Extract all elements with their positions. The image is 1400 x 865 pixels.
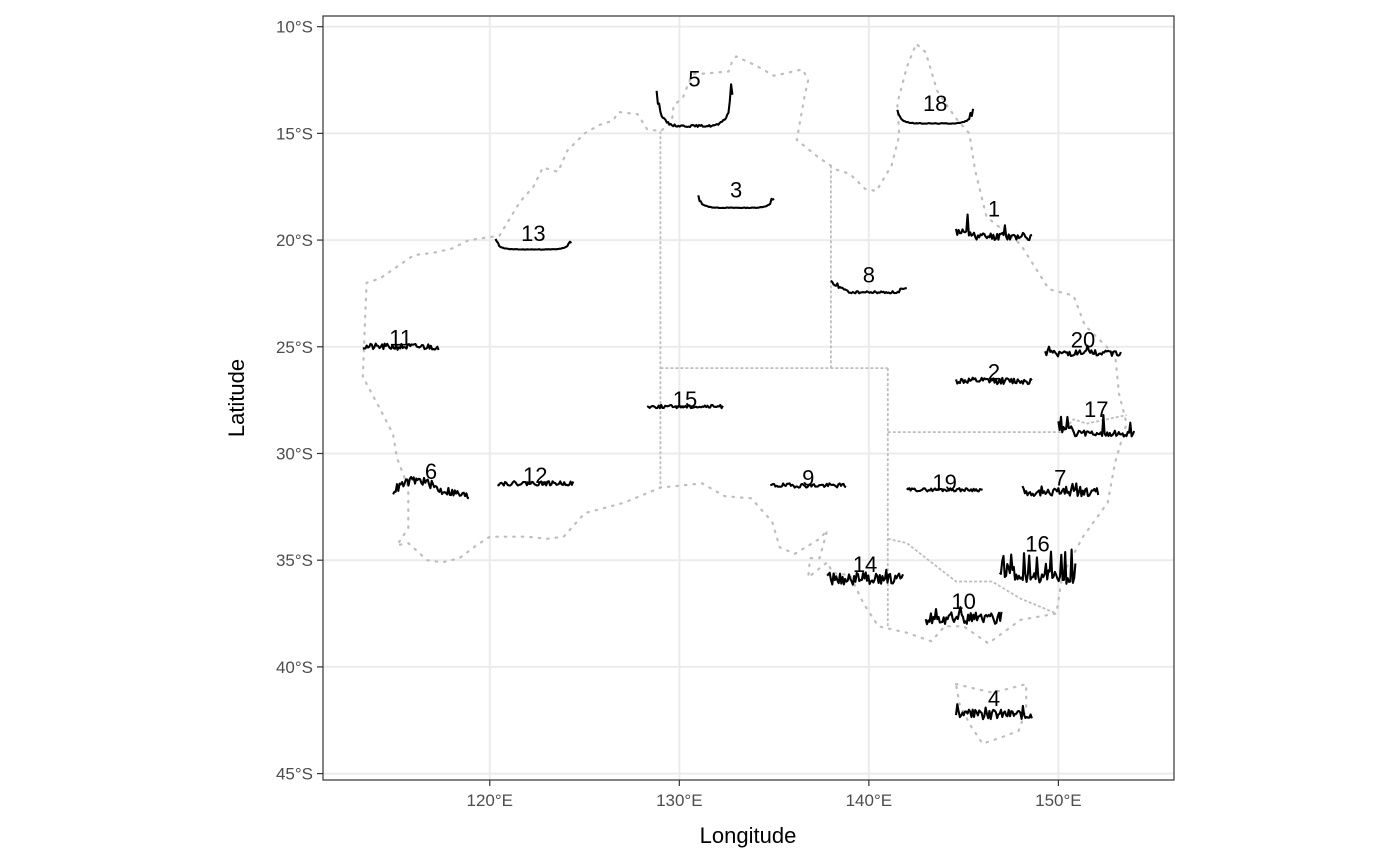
glyph-3 (697, 195, 775, 210)
glyph-label-10: 10 (951, 589, 975, 614)
tasmania-outline (954, 682, 1028, 746)
glyph-label-7: 7 (1054, 465, 1066, 490)
glyph-14 (826, 568, 904, 586)
glyph-7 (1021, 482, 1100, 498)
grid-lines (323, 16, 1174, 780)
glyph-label-9: 9 (802, 465, 814, 490)
mainland-outline (361, 41, 1128, 645)
glyph-label-17: 17 (1084, 397, 1108, 422)
x-axis: 120°E 130°E 140°E 150°E (467, 780, 1082, 810)
glyph-11 (362, 342, 440, 351)
glyph-label-3: 3 (730, 177, 742, 202)
glyph-label-12: 12 (523, 463, 547, 488)
glyph-9 (770, 482, 847, 489)
glyph-label-11: 11 (389, 326, 412, 351)
glyph-label-1: 1 (988, 196, 1000, 221)
glyph-label-14: 14 (853, 552, 877, 577)
glyph-6 (392, 475, 470, 500)
glyph-label-16: 16 (1025, 532, 1049, 557)
plot-background (323, 16, 1174, 780)
glyph-label-18: 18 (923, 91, 947, 116)
glyph-label-6: 6 (425, 459, 437, 484)
glyph-5 (655, 83, 734, 129)
y-tick-label: 45°S (276, 765, 313, 784)
glyph-2 (954, 376, 1033, 386)
glyph-10 (924, 606, 1003, 626)
glyph-label-15: 15 (673, 387, 697, 412)
glyph-8 (830, 279, 907, 295)
state-border (887, 414, 1127, 433)
glyph-label-13: 13 (521, 221, 545, 246)
glyph-12 (497, 480, 575, 487)
x-tick-label: 120°E (467, 791, 514, 810)
y-tick-label: 40°S (276, 658, 313, 677)
glyph-18 (896, 108, 975, 125)
glyph-label-20: 20 (1071, 328, 1095, 353)
glyph-19 (906, 487, 983, 493)
glyph-13 (494, 238, 573, 251)
glyph-20 (1044, 344, 1122, 358)
y-tick-label: 20°S (276, 231, 313, 250)
y-axis-title: Latitude (224, 359, 249, 437)
glyph-label-2: 2 (988, 360, 1000, 385)
plot-border (322, 15, 1175, 781)
glyph-1 (954, 213, 1033, 242)
glyph-label-19: 19 (932, 470, 956, 495)
y-axis: 10°S 15°S 20°S 25°S 30°S 35°S 40°S 45°S (276, 18, 323, 784)
y-tick-label: 30°S (276, 444, 313, 463)
glyph-17 (1057, 414, 1136, 438)
y-tick-label: 25°S (276, 338, 313, 357)
x-tick-label: 150°E (1035, 791, 1082, 810)
x-tick-label: 140°E (846, 791, 893, 810)
x-axis-title: Longitude (700, 823, 797, 848)
glyph-15 (646, 403, 724, 410)
glyph-16 (998, 548, 1077, 585)
glyph-label-8: 8 (863, 263, 875, 288)
state-border (887, 537, 1057, 615)
y-tick-label: 10°S (276, 18, 313, 37)
glyph-label-5: 5 (688, 66, 700, 91)
y-tick-label: 35°S (276, 551, 313, 570)
y-tick-label: 15°S (276, 124, 313, 143)
glyph-4 (954, 703, 1033, 721)
glyph-label-4: 4 (988, 686, 1000, 711)
x-tick-label: 130°E (656, 791, 703, 810)
